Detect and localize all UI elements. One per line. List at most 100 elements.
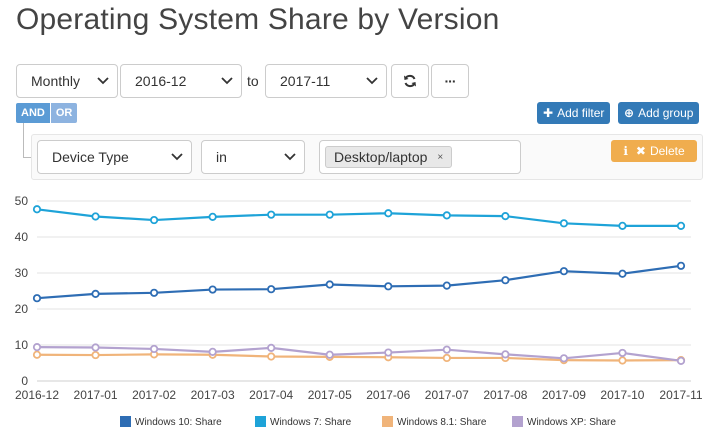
data-point [91, 343, 100, 352]
y-tick-label: 40 [15, 230, 29, 244]
legend-swatch [255, 416, 266, 427]
rule-operator-value: in [216, 149, 227, 165]
data-point [676, 356, 686, 365]
interval-select[interactable]: Monthly [16, 64, 118, 98]
value-tag-label: Desktop/laptop [334, 149, 428, 165]
add-group-label: Add group [638, 106, 694, 120]
data-point [32, 350, 42, 359]
data-point [149, 288, 159, 297]
logic-toggle: AND OR [16, 103, 78, 123]
legend-swatch [120, 416, 131, 427]
series-line [36, 353, 682, 362]
x-tick-label: 2016-12 [15, 388, 59, 402]
plus-circle-icon: ⊕ [624, 106, 635, 120]
date-from-select[interactable]: 2016-12 [120, 64, 242, 98]
data-point [559, 267, 569, 276]
rule-value-input[interactable]: Desktop/laptop × [319, 140, 521, 174]
y-tick-label: 50 [15, 194, 29, 208]
delete-rule-button[interactable]: ℹ ✖ Delete [611, 140, 697, 162]
x-tick-label: 2017-09 [542, 388, 586, 402]
data-point [384, 282, 393, 291]
y-tick-label: 0 [21, 374, 28, 388]
data-point [267, 352, 276, 361]
data-point [91, 212, 100, 221]
data-point [267, 285, 276, 294]
rule-field-value: Device Type [52, 149, 129, 165]
x-tick-label: 2017-07 [425, 388, 469, 402]
x-tick-label: 2017-02 [132, 388, 176, 402]
chevron-down-icon [221, 77, 233, 85]
logic-and-button[interactable]: AND [16, 103, 50, 123]
legend-swatch [512, 416, 523, 427]
chevron-down-icon [284, 153, 296, 161]
data-point [384, 209, 393, 218]
x-tick-label: 2017-10 [600, 388, 644, 402]
rule-operator-select[interactable]: in [201, 140, 305, 174]
interval-select-value: Monthly [31, 73, 81, 89]
data-point [442, 345, 451, 354]
data-point [442, 281, 451, 290]
data-point [676, 261, 686, 270]
data-point [32, 205, 42, 214]
data-point [618, 269, 627, 278]
more-options-button[interactable]: ··· [431, 64, 469, 98]
chevron-down-icon [171, 153, 183, 161]
add-filter-label: Add filter [557, 106, 605, 120]
add-filter-button[interactable]: ✚ Add filter [537, 102, 611, 124]
data-point [442, 353, 451, 363]
data-point [267, 343, 276, 352]
info-icon: ℹ [623, 144, 628, 158]
delete-rule-label: Delete [649, 144, 685, 158]
data-point [208, 285, 217, 294]
data-point [559, 354, 569, 363]
data-point [384, 348, 393, 357]
value-tag: Desktop/laptop × [325, 146, 453, 168]
refresh-icon [404, 74, 416, 88]
y-tick-label: 10 [15, 338, 29, 352]
series-line [36, 346, 682, 362]
ellipsis-icon: ··· [444, 73, 457, 89]
rule-field-select[interactable]: Device Type [37, 140, 192, 174]
data-point [32, 294, 42, 303]
x-tick-label: 2017-01 [74, 388, 118, 402]
data-point [325, 210, 334, 219]
series-line [36, 208, 681, 227]
page-title: Operating System Share by Version [16, 3, 500, 36]
data-point [91, 350, 100, 360]
x-tick-label: 2017-08 [483, 388, 527, 402]
x-tick-label: 2017-06 [366, 388, 410, 402]
y-tick-label: 30 [15, 266, 29, 280]
data-point [618, 221, 627, 230]
data-point [501, 276, 510, 285]
legend-label: Windows 8.1: Share [397, 417, 487, 428]
y-tick-label: 20 [15, 302, 29, 316]
legend-label: Windows 7: Share [270, 417, 352, 428]
chevron-down-icon [97, 77, 109, 85]
plus-icon: ✚ [543, 106, 554, 120]
add-group-button[interactable]: ⊕ Add group [618, 102, 700, 124]
data-point [501, 212, 510, 221]
date-from-value: 2016-12 [135, 73, 187, 89]
data-point [442, 211, 451, 220]
refresh-button[interactable] [391, 64, 429, 98]
data-point [208, 212, 217, 221]
x-tick-label: 2017-11 [659, 388, 702, 402]
chevron-down-icon [366, 77, 378, 85]
tag-remove-icon[interactable]: × [437, 151, 444, 163]
data-point [618, 348, 627, 358]
legend-label: Windows XP: Share [527, 417, 616, 428]
data-point [149, 215, 159, 225]
data-point [501, 350, 510, 359]
x-tick-label: 2017-03 [191, 388, 235, 402]
date-to-select[interactable]: 2017-11 [265, 64, 387, 98]
logic-or-button[interactable]: OR [49, 103, 78, 123]
x-tick-label: 2017-04 [249, 388, 293, 402]
legend-swatch [382, 416, 393, 427]
date-to-value: 2017-11 [280, 73, 331, 89]
data-point [325, 280, 334, 289]
data-point [91, 289, 100, 298]
data-point [559, 219, 569, 228]
data-point [618, 356, 627, 365]
date-range-to-label: to [247, 73, 259, 89]
